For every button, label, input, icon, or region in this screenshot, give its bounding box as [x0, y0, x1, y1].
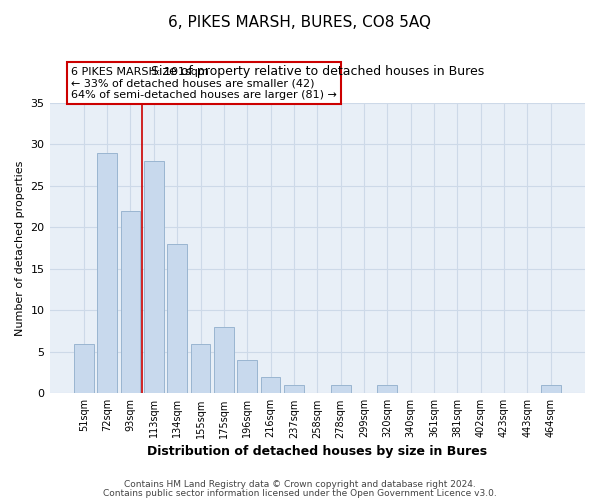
Bar — [214, 327, 234, 394]
Bar — [97, 152, 117, 394]
Y-axis label: Number of detached properties: Number of detached properties — [15, 160, 25, 336]
Bar — [74, 344, 94, 394]
Bar — [260, 376, 280, 394]
Title: Size of property relative to detached houses in Bures: Size of property relative to detached ho… — [151, 65, 484, 78]
Bar — [377, 385, 397, 394]
Bar — [167, 244, 187, 394]
Text: 6 PIKES MARSH: 101sqm
← 33% of detached houses are smaller (42)
64% of semi-deta: 6 PIKES MARSH: 101sqm ← 33% of detached … — [71, 66, 337, 100]
Bar — [238, 360, 257, 394]
Text: 6, PIKES MARSH, BURES, CO8 5AQ: 6, PIKES MARSH, BURES, CO8 5AQ — [169, 15, 431, 30]
Bar — [191, 344, 211, 394]
Bar — [144, 161, 164, 394]
Bar — [541, 385, 560, 394]
Bar — [121, 210, 140, 394]
Text: Contains public sector information licensed under the Open Government Licence v3: Contains public sector information licen… — [103, 490, 497, 498]
X-axis label: Distribution of detached houses by size in Bures: Distribution of detached houses by size … — [147, 444, 487, 458]
Text: Contains HM Land Registry data © Crown copyright and database right 2024.: Contains HM Land Registry data © Crown c… — [124, 480, 476, 489]
Bar — [331, 385, 350, 394]
Bar — [284, 385, 304, 394]
